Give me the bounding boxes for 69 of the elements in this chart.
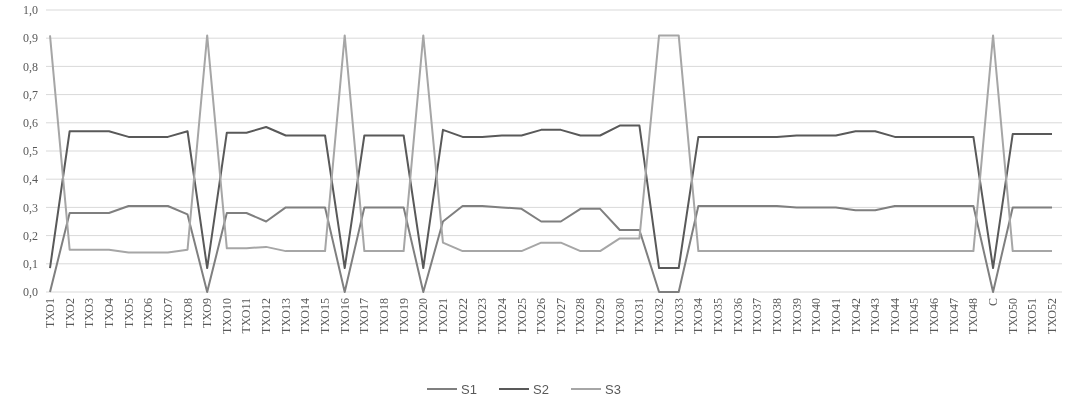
y-tick-label: 0,1 bbox=[23, 257, 38, 271]
x-tick-label: ТХО50 bbox=[1005, 298, 1020, 335]
x-tick-label: ТХО12 bbox=[259, 298, 274, 335]
x-tick-label: ТХО8 bbox=[180, 298, 195, 329]
y-tick-label: 0,9 bbox=[23, 31, 38, 46]
x-tick-label: ТХО4 bbox=[101, 298, 116, 329]
x-tick-label: ТХО43 bbox=[868, 298, 883, 335]
x-tick-label: ТХО6 bbox=[141, 298, 156, 329]
x-tick-label: ТХО16 bbox=[337, 298, 352, 335]
x-tick-label: ТХО18 bbox=[377, 298, 391, 335]
x-tick-label: ТХО13 bbox=[278, 298, 293, 335]
x-tick-label: ТХО48 bbox=[966, 298, 981, 335]
legend-label: S1 bbox=[461, 381, 477, 397]
legend-label: S2 bbox=[533, 381, 549, 397]
y-tick-label: 0,8 bbox=[23, 59, 38, 74]
x-tick-label: ТХО38 bbox=[769, 298, 784, 335]
x-tick-label: ТХО20 bbox=[416, 298, 431, 335]
x-tick-label: С bbox=[986, 298, 1001, 307]
x-tick-label: ТХО37 bbox=[750, 298, 765, 335]
x-tick-label: ТХО27 bbox=[553, 298, 568, 335]
x-tick-label: ТХО46 bbox=[927, 298, 942, 335]
x-tick-label: ТХО21 bbox=[435, 298, 450, 335]
x-tick-label: ТХО39 bbox=[789, 298, 804, 335]
y-tick-label: 0,5 bbox=[23, 144, 38, 159]
x-tick-label: ТХО47 bbox=[946, 298, 961, 335]
x-tick-label: ТХО15 bbox=[318, 298, 333, 335]
x-tick-label: ТХО32 bbox=[652, 298, 667, 335]
x-tick-label: ТХО42 bbox=[848, 298, 863, 335]
x-tick-label: ТХО9 bbox=[200, 298, 215, 329]
x-tick-label: ТХО44 bbox=[887, 298, 902, 335]
x-tick-label: ТХО31 bbox=[632, 298, 647, 335]
x-tick-label: ТХО29 bbox=[593, 298, 608, 335]
x-tick-label: ТХО3 bbox=[82, 298, 97, 329]
line-series bbox=[49, 124, 1053, 270]
y-tick-label: 0,4 bbox=[23, 172, 38, 187]
x-tick-label: ТХО35 bbox=[711, 298, 725, 335]
x-tick-label: ТХО25 bbox=[514, 298, 529, 335]
x-tick-label: ТХО40 bbox=[809, 298, 824, 335]
y-tick-label: 0,0 bbox=[23, 285, 38, 300]
y-tick-label: 0,7 bbox=[23, 87, 38, 102]
x-tick-label: ТХО23 bbox=[475, 298, 490, 335]
y-tick-label: 1,0 bbox=[23, 3, 38, 18]
x-tick-label: ТХО45 bbox=[907, 298, 922, 335]
x-tick-label: ТХО34 bbox=[691, 298, 706, 335]
x-tick-label: ТХО41 bbox=[828, 298, 843, 335]
x-tick-label: ТХО14 bbox=[298, 298, 313, 335]
x-tick-label: ТХО11 bbox=[239, 298, 254, 334]
y-tick-label: 0,6 bbox=[23, 116, 38, 130]
y-tick-label: 0,3 bbox=[23, 200, 38, 215]
x-tick-label: ТХО24 bbox=[494, 298, 509, 335]
x-tick-label: ТХО5 bbox=[121, 298, 136, 329]
x-tick-label: ТХО36 bbox=[730, 298, 745, 335]
x-tick-label: ТХО19 bbox=[396, 298, 411, 335]
x-tick-label: ТХО22 bbox=[455, 298, 470, 335]
y-tick-label: 0,2 bbox=[23, 228, 38, 243]
line-series bbox=[49, 34, 1053, 254]
line-series bbox=[49, 204, 1053, 293]
x-tick-label: ТХО52 bbox=[1045, 298, 1059, 335]
x-tick-label: ТХО10 bbox=[219, 298, 234, 335]
x-tick-label: ТХО51 bbox=[1025, 298, 1040, 335]
x-tick-label: ТХО7 bbox=[160, 298, 175, 329]
x-tick-label: ТХО17 bbox=[357, 298, 372, 335]
x-tick-label: ТХО33 bbox=[671, 298, 686, 335]
x-tick-label: ТХО26 bbox=[534, 298, 549, 335]
x-tick-label: ТХО28 bbox=[573, 298, 588, 335]
x-tick-label: ТХО1 bbox=[43, 298, 57, 329]
x-tick-label: ТХО30 bbox=[612, 298, 627, 335]
legend-label: S3 bbox=[605, 381, 621, 397]
x-tick-label: ТХО2 bbox=[62, 298, 77, 329]
